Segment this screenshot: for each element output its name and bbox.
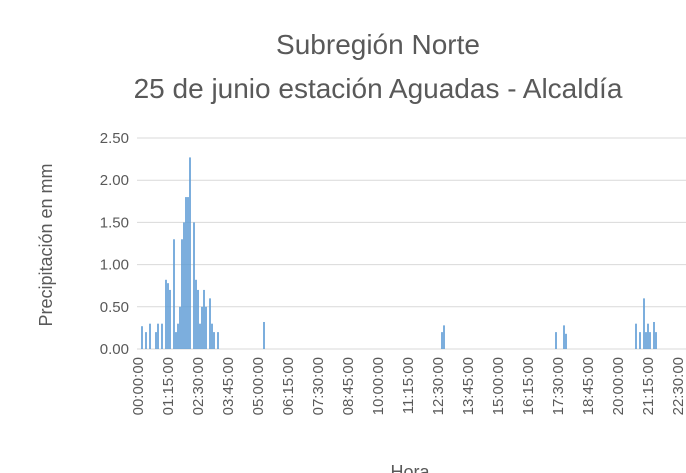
bar <box>655 332 657 349</box>
bar <box>201 306 203 349</box>
bar <box>205 306 207 349</box>
x-tick-label: 11:15:00 <box>400 357 417 414</box>
x-tick-label: 06:15:00 <box>280 357 297 415</box>
x-tick-label: 13:45:00 <box>460 357 477 415</box>
x-tick-label: 01:15:00 <box>160 357 177 415</box>
bar <box>209 298 211 349</box>
bar <box>177 323 179 349</box>
bar <box>197 289 199 349</box>
bar <box>203 289 205 349</box>
bar <box>647 323 649 349</box>
bar <box>263 321 265 349</box>
bar <box>639 332 641 349</box>
bar <box>141 326 143 349</box>
x-tick-label: 22:30:00 <box>670 357 686 415</box>
bar <box>649 332 651 349</box>
bar <box>443 325 445 349</box>
bar <box>643 298 645 349</box>
bar <box>653 321 655 349</box>
bar <box>195 279 197 349</box>
bar <box>193 222 195 349</box>
bar <box>145 332 147 349</box>
bar <box>213 332 215 349</box>
bar <box>167 283 169 349</box>
bar <box>211 323 213 349</box>
bar <box>441 332 443 349</box>
bar <box>157 323 159 349</box>
bar <box>179 306 181 349</box>
bar <box>165 279 167 349</box>
x-tick-label: 03:45:00 <box>220 357 237 415</box>
bar <box>187 197 189 349</box>
y-axis-label: Precipitación en mm <box>36 163 56 326</box>
x-tick-label: 07:30:00 <box>310 357 327 415</box>
bar <box>645 332 647 349</box>
y-tick-label: 1.00 <box>100 257 129 274</box>
y-tick-label: 2.50 <box>100 130 129 147</box>
x-tick-label: 16:15:00 <box>520 357 537 415</box>
bar <box>563 325 565 349</box>
x-tick-label: 08:45:00 <box>340 357 357 415</box>
x-tick-label: 15:00:00 <box>490 357 507 415</box>
x-tick-label: 21:15:00 <box>640 357 657 415</box>
bar <box>555 332 557 349</box>
x-tick-label: 05:00:00 <box>250 357 267 415</box>
bar <box>173 239 175 349</box>
x-tick-label: 18:45:00 <box>580 357 597 415</box>
bar <box>199 323 201 349</box>
x-tick-label: 00:00:00 <box>130 357 147 415</box>
bar <box>181 239 183 349</box>
chart-title: Subregión Norte <box>276 29 480 60</box>
bar <box>149 323 151 349</box>
bar <box>189 157 191 349</box>
x-tick-label: 10:00:00 <box>370 357 387 415</box>
y-tick-label: 0.00 <box>100 341 129 358</box>
x-tick-label: 20:00:00 <box>610 357 627 415</box>
x-tick-label: 17:30:00 <box>550 357 567 415</box>
bar <box>565 333 567 349</box>
y-tick-label: 0.50 <box>100 299 129 316</box>
bar <box>161 323 163 349</box>
x-axis-label: Hora <box>390 462 430 473</box>
bar <box>155 332 157 349</box>
bar <box>183 222 185 349</box>
x-tick-label: 02:30:00 <box>190 357 207 415</box>
bar <box>175 332 177 349</box>
y-tick-label: 2.00 <box>100 172 129 189</box>
y-tick-label: 1.50 <box>100 214 129 231</box>
bar <box>185 197 187 349</box>
chart-subtitle: 25 de junio estación Aguadas - Alcaldía <box>134 73 623 104</box>
bar <box>217 332 219 349</box>
bar <box>635 323 637 349</box>
bar <box>169 289 171 349</box>
x-tick-label: 12:30:00 <box>430 357 447 415</box>
